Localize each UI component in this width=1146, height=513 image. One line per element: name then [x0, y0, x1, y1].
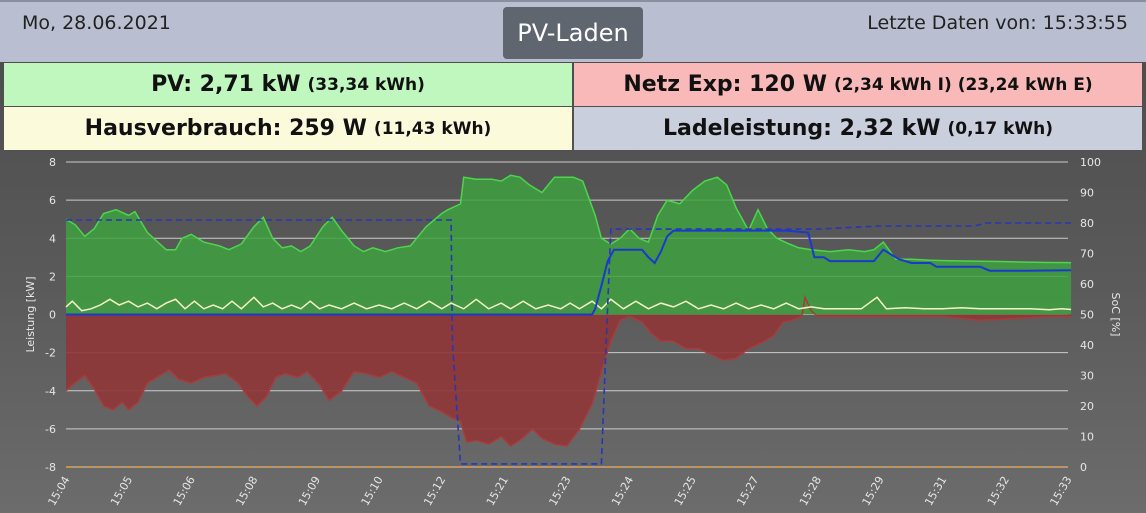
x-tick-label: 15:25: [672, 474, 699, 508]
last-data-timestamp: Letzte Daten von: 15:33:55: [867, 12, 1128, 34]
header-bar: Mo, 28.06.2021 PV-Laden Letzte Daten von…: [0, 0, 1146, 62]
soc-line: [66, 219, 1072, 465]
y2-tick-label: 50: [1080, 309, 1094, 322]
house-energy-value: (11,43 kWh): [373, 118, 492, 139]
x-tick-label: 15:09: [296, 474, 323, 508]
y2-tick-label: 80: [1080, 217, 1094, 230]
y2-tick-label: 70: [1080, 248, 1094, 261]
grid-power-line: [65, 294, 1072, 447]
grid-power-area: [66, 297, 1072, 446]
pv-power-line: [65, 174, 1072, 264]
y2-axis-title: SoC [%]: [1109, 293, 1122, 337]
house-consumption-value: Hausverbrauch: 259 W: [84, 116, 367, 141]
y-tick-label: 8: [49, 156, 56, 169]
charging-power-value: Ladeleistung: 2,32 kW: [662, 116, 941, 141]
x-tick-label: 15:29: [860, 474, 887, 508]
house-consumption-tile: Hausverbrauch: 259 W (11,43 kWh): [4, 107, 572, 150]
house-consumption-line: [65, 296, 1072, 312]
grid-export-tile: Netz Exp: 120 W (2,34 kWh I) (23,24 kWh …: [574, 63, 1142, 106]
y-tick-label: 0: [49, 309, 56, 322]
y-tick-label: -8: [45, 461, 56, 474]
y2-tick-label: 60: [1080, 278, 1094, 291]
x-tick-label: 15:27: [734, 474, 761, 508]
pv-power-area: [66, 175, 1072, 315]
x-tick-label: 15:12: [421, 474, 448, 508]
pv-laden-title-button[interactable]: PV-Laden: [503, 7, 643, 59]
y2-tick-label: 90: [1080, 187, 1094, 200]
x-tick-label: 15:10: [359, 474, 386, 508]
x-tick-label: 15:24: [609, 474, 636, 508]
y-tick-label: -6: [45, 423, 56, 436]
x-tick-label: 15:21: [484, 474, 511, 508]
y-tick-label: 2: [49, 270, 56, 283]
pv-tile: PV: 2,71 kW (33,34 kWh): [4, 63, 572, 106]
date-label: Mo, 28.06.2021: [22, 12, 171, 34]
y2-tick-label: 100: [1080, 156, 1101, 169]
charging-power-tile: Ladeleistung: 2,32 kW (0,17 kWh): [574, 107, 1142, 150]
x-tick-label: 15:06: [171, 474, 198, 508]
y2-tick-label: 40: [1080, 339, 1094, 352]
charging-energy-value: (0,17 kWh): [947, 118, 1054, 139]
grid-export-value: Netz Exp: 120 W: [623, 72, 827, 97]
x-tick-label: 15:31: [922, 474, 949, 508]
x-tick-label: 15:32: [985, 474, 1012, 508]
x-tick-label: 15:33: [1047, 474, 1074, 508]
y2-tick-label: 20: [1080, 400, 1094, 413]
y-tick-label: 4: [49, 232, 56, 245]
y2-tick-label: 30: [1080, 370, 1094, 383]
x-tick-label: 15:05: [108, 474, 135, 508]
power-chart: -8-6-4-2024680102030405060708090100Leist…: [24, 156, 1122, 508]
grid-energy-values: (2,34 kWh I) (23,24 kWh E): [833, 74, 1093, 95]
y-axis-title: Leistung [kW]: [24, 276, 37, 352]
y-tick-label: -4: [45, 385, 56, 398]
y2-tick-label: 10: [1080, 431, 1094, 444]
x-tick-label: 15:28: [797, 474, 824, 508]
pv-power-value: PV: 2,71 kW: [151, 72, 301, 97]
x-tick-label: 15:08: [233, 474, 260, 508]
pv-energy-value: (33,34 kWh): [307, 74, 425, 95]
y-tick-label: -2: [45, 347, 56, 360]
charging-power-line: [66, 229, 1072, 316]
y-tick-label: 6: [49, 194, 56, 207]
x-tick-label: 15:04: [45, 474, 72, 508]
y2-tick-label: 0: [1080, 461, 1087, 474]
x-tick-label: 15:23: [546, 474, 573, 508]
